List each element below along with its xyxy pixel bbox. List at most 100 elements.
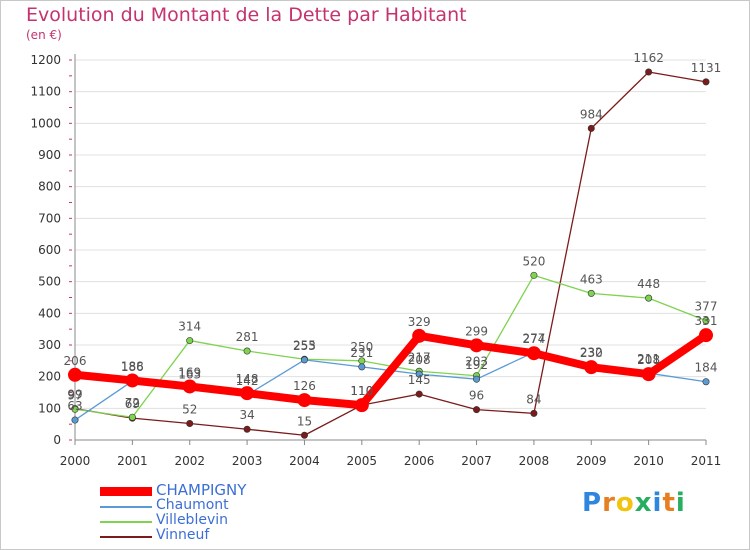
y-tick-label: 700 [38, 211, 61, 225]
x-tick-label: 2000 [60, 454, 91, 468]
legend-item-champigny: CHAMPIGNY [100, 481, 400, 499]
data-label-champigny: 110 [350, 384, 373, 398]
data-label-chaumont: 253 [293, 339, 316, 353]
data-label-vinneuf: 984 [580, 107, 603, 121]
data-label-champigny: 206 [64, 354, 87, 368]
point-vinneuf [645, 68, 653, 76]
data-label-villeblevin: 217 [408, 350, 431, 364]
data-label-villeblevin: 314 [178, 320, 201, 334]
data-label-champigny: 331 [695, 314, 718, 328]
x-tick-label: 2001 [117, 454, 148, 468]
legend: CHAMPIGNY Chaumont Villeblevin Vinneuf [100, 481, 400, 544]
point-vinneuf [415, 390, 423, 398]
data-label-vinneuf: 15 [297, 414, 312, 428]
point-champigny [641, 367, 656, 382]
point-villeblevin [186, 337, 194, 345]
point-vinneuf [186, 420, 194, 428]
point-chaumont [358, 363, 366, 371]
data-label-vinneuf: 1162 [633, 51, 664, 65]
point-champigny [412, 328, 427, 343]
point-vinneuf [530, 409, 538, 417]
point-chaumont [473, 375, 481, 383]
point-champigny [584, 360, 599, 375]
point-champigny [182, 379, 197, 394]
y-tick-label: 100 [38, 401, 61, 415]
y-tick-label: 800 [38, 180, 61, 194]
x-tick-label: 2002 [174, 454, 205, 468]
point-villeblevin [587, 289, 595, 297]
point-villeblevin [530, 271, 538, 279]
data-label-vinneuf: 96 [469, 389, 484, 403]
point-vinneuf [473, 406, 481, 414]
point-champigny [699, 328, 713, 343]
data-labels: 99 69 52 34 15 110 145 96 84 984 1162 1131 97 72 314 28… [64, 51, 722, 428]
data-label-champigny: 148 [236, 372, 259, 386]
data-label-vinneuf: 69 [125, 397, 140, 411]
data-label-chaumont: 231 [350, 346, 373, 360]
series-lines [68, 68, 713, 439]
point-vinneuf [702, 78, 710, 86]
x-tick-label: 2007 [461, 454, 492, 468]
x-tick-label: 2003 [232, 454, 263, 468]
x-tick-label: 2006 [404, 454, 435, 468]
data-label-champigny: 230 [580, 346, 603, 360]
data-label-chaumont: 232 [580, 346, 603, 360]
legend-label: Chaumont [156, 497, 229, 513]
y-tick-label: 500 [38, 275, 61, 289]
data-label-champigny: 188 [121, 359, 144, 373]
data-label-champigny: 299 [465, 324, 488, 338]
y-tick-label: 0 [53, 433, 61, 447]
series-line-champigny [71, 331, 710, 410]
data-label-champigny: 169 [178, 365, 201, 379]
point-champigny [125, 373, 140, 388]
data-label-chaumont: 277 [522, 331, 545, 345]
data-label-chaumont: 63 [67, 399, 82, 413]
point-villeblevin [71, 405, 79, 413]
data-label-vinneuf: 1131 [691, 61, 722, 75]
x-tick-label: 2008 [519, 454, 550, 468]
chart-title: Evolution du Montant de la Dette par Hab… [26, 4, 467, 26]
data-label-champigny: 126 [293, 379, 316, 393]
legend-swatch [100, 506, 152, 508]
point-champigny [526, 346, 541, 361]
series-line-vinneuf [74, 71, 707, 436]
point-champigny [297, 393, 312, 408]
data-label-champigny: 329 [408, 315, 431, 329]
line-chart: 0 100 200 300 400 500 600 700 800 900 1000 1100 1200… [30, 51, 722, 468]
point-chaumont [702, 378, 710, 386]
data-label-vinneuf: 52 [182, 403, 197, 417]
y-tick-label: 1200 [30, 53, 61, 67]
data-label-villeblevin: 97 [67, 388, 82, 402]
point-vinneuf [300, 431, 308, 439]
data-label-vinneuf: 99 [67, 388, 82, 402]
data-label-villeblevin: 203 [465, 355, 488, 369]
y-tick-label: 1000 [30, 116, 61, 130]
point-vinneuf [243, 425, 251, 433]
point-champigny [240, 386, 255, 401]
data-label-chaumont: 186 [121, 360, 144, 374]
axes: 0 100 200 300 400 500 600 700 800 900 1000 1100 1200… [30, 53, 721, 468]
data-label-chaumont: 142 [236, 374, 259, 388]
point-champigny [68, 367, 82, 382]
y-tick-label: 300 [38, 338, 61, 352]
legend-swatch [100, 487, 152, 496]
legend-label: CHAMPIGNY [156, 481, 247, 499]
legend-item-vinneuf: Vinneuf [100, 527, 400, 544]
data-label-villeblevin: 463 [580, 272, 603, 286]
chart-subtitle: (en €) [26, 28, 62, 42]
point-villeblevin [645, 294, 653, 302]
point-villeblevin [243, 347, 251, 355]
data-label-villeblevin: 281 [236, 330, 259, 344]
legend-swatch [100, 536, 152, 538]
point-champigny [469, 338, 484, 353]
data-label-chaumont: 208 [408, 353, 431, 367]
data-label-villeblevin: 377 [695, 300, 718, 314]
data-label-villeblevin: 448 [637, 277, 660, 291]
data-label-chaumont: 184 [695, 361, 718, 375]
data-label-vinneuf: 84 [526, 392, 541, 406]
x-tick-label: 2009 [576, 454, 607, 468]
series-line-villeblevin [74, 274, 707, 418]
data-label-villeblevin: 72 [125, 396, 140, 410]
legend-swatch [100, 521, 152, 523]
point-villeblevin [128, 413, 136, 421]
